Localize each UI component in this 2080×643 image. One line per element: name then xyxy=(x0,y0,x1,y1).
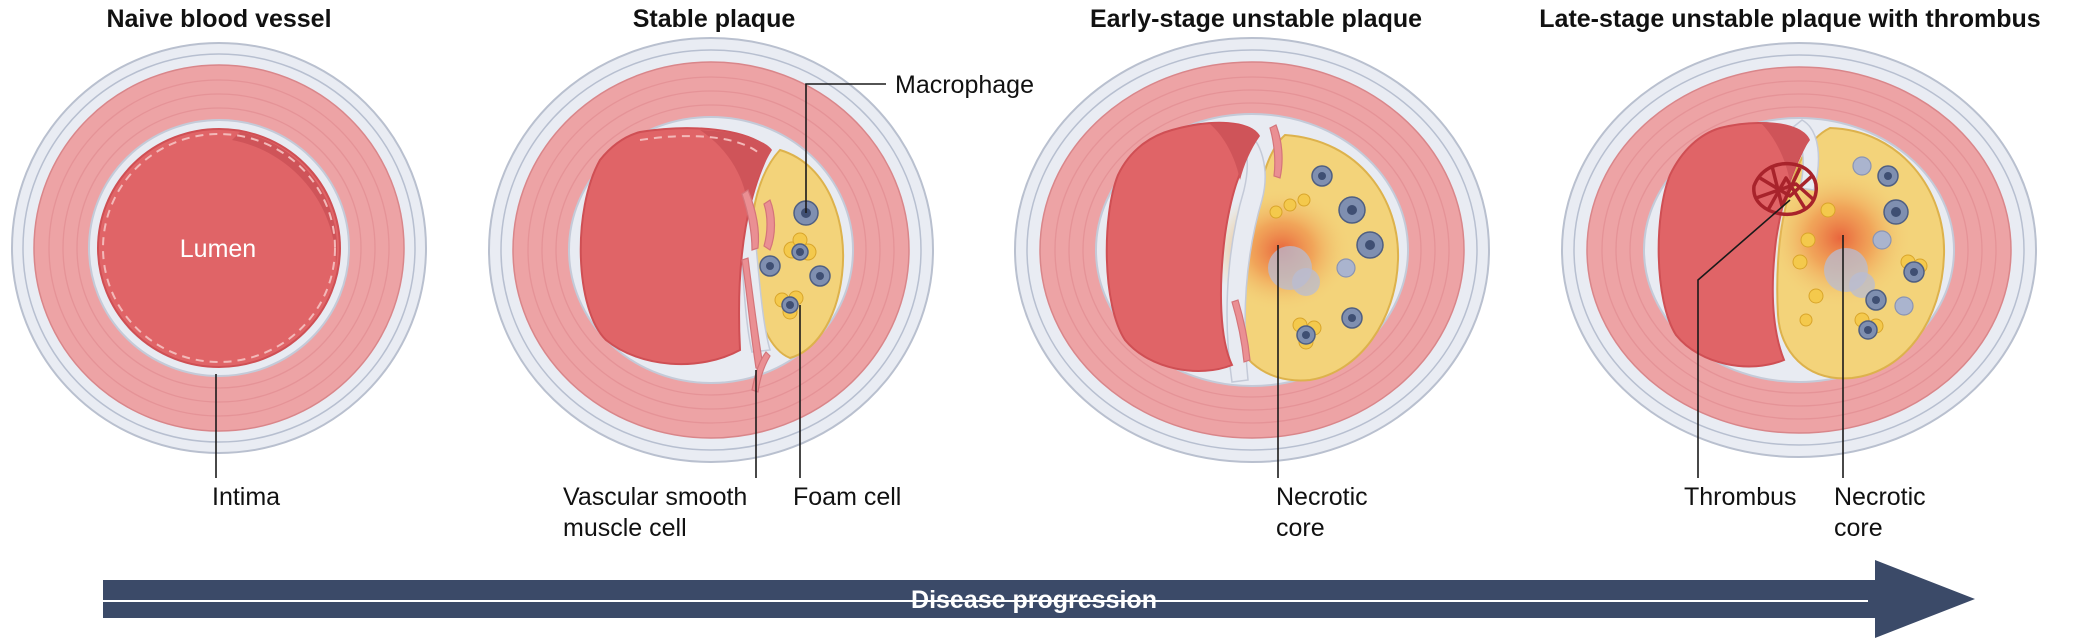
vessel-stable-plaque xyxy=(488,37,934,463)
macrophage-leader xyxy=(805,83,886,213)
disease-progression-arrow: Disease progression xyxy=(103,560,1975,638)
foam-cell xyxy=(783,232,817,261)
thrombus-label: Thrombus xyxy=(1684,483,1797,511)
necrotic-core xyxy=(1768,168,1912,308)
foam-cell-label: Foam cell xyxy=(793,483,901,511)
vessel-early-unstable-plaque xyxy=(1014,37,1490,463)
necrotic-core-label-early-line2: core xyxy=(1276,514,1325,542)
lumen-label: Lumen xyxy=(180,235,256,263)
disease-progression-label: Disease progression xyxy=(911,586,1157,614)
smooth-muscle-label-line2: muscle cell xyxy=(563,514,687,542)
panel-title-late-unstable: Late-stage unstable plaque with thrombus xyxy=(1539,5,2040,33)
thrombus-leader xyxy=(1697,199,1791,478)
panel-title-stable: Stable plaque xyxy=(633,5,796,33)
intima-label: Intima xyxy=(212,483,280,511)
vessel-late-unstable-plaque xyxy=(1561,42,2037,458)
smooth-muscle-label-line1: Vascular smooth xyxy=(563,483,747,511)
necrotic-core-label-early-line1: Necrotic xyxy=(1276,483,1368,511)
panel-title-early-unstable: Early-stage unstable plaque xyxy=(1090,5,1422,33)
macrophage-label: Macrophage xyxy=(895,71,1034,99)
lumen xyxy=(97,128,341,368)
necrotic-core-label-late-line1: Necrotic xyxy=(1834,483,1926,511)
panel-title-naive: Naive blood vessel xyxy=(106,5,331,33)
necrotic-core-label-late-line2: core xyxy=(1834,514,1883,542)
vessel-naive: Lumen xyxy=(11,42,427,454)
